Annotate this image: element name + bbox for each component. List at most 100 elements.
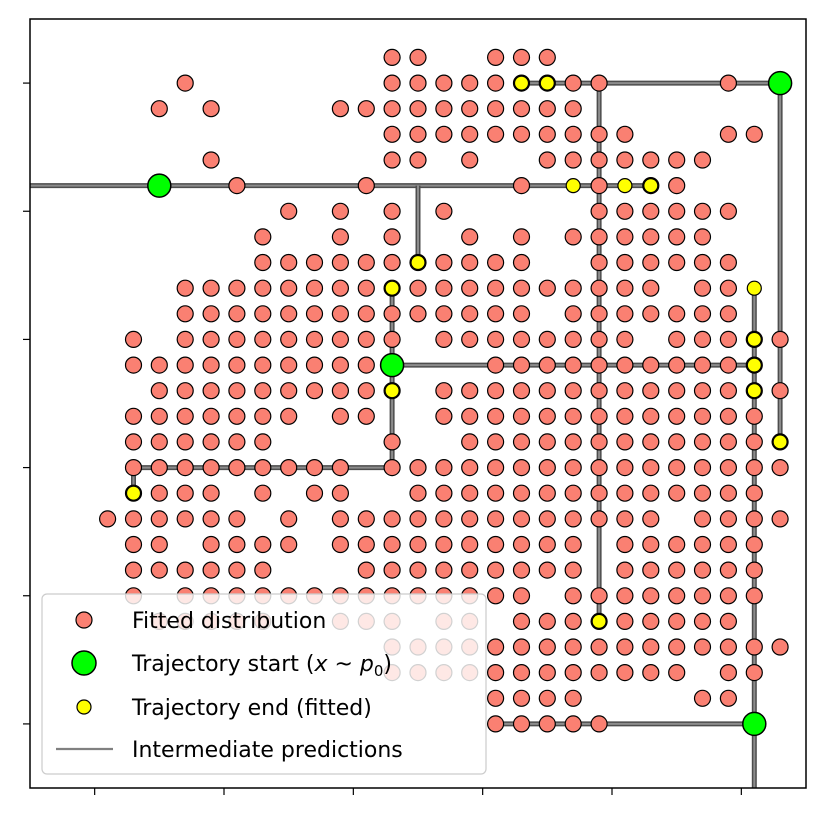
fitted-point xyxy=(435,253,453,272)
fitted-point xyxy=(719,535,738,554)
fitted-point xyxy=(487,382,505,400)
fitted-point xyxy=(512,177,531,195)
fitted-point xyxy=(228,330,246,348)
trajectory-end-point xyxy=(746,383,762,399)
fitted-point xyxy=(461,305,479,323)
fitted-point xyxy=(487,663,505,682)
fitted-point xyxy=(357,510,375,528)
fitted-point xyxy=(590,177,608,195)
fitted-point xyxy=(176,305,194,323)
fitted-point xyxy=(564,638,582,656)
fitted-point xyxy=(202,279,220,297)
fitted-point xyxy=(512,356,531,374)
fitted-point xyxy=(642,535,660,554)
fitted-point xyxy=(538,535,556,554)
trajectory-end-point xyxy=(746,331,762,347)
fitted-point xyxy=(616,125,634,143)
fitted-point xyxy=(538,638,556,656)
fitted-point xyxy=(280,279,298,297)
fitted-point xyxy=(538,279,556,297)
fitted-point xyxy=(357,561,375,579)
fitted-point xyxy=(564,356,582,374)
fitted-point xyxy=(616,202,634,220)
fitted-point xyxy=(642,663,660,682)
fitted-point xyxy=(383,74,401,92)
fitted-point xyxy=(616,253,634,272)
fitted-point xyxy=(693,151,712,169)
fitted-point xyxy=(771,510,789,528)
fitted-point xyxy=(642,638,660,656)
fitted-point xyxy=(616,612,634,631)
fitted-point xyxy=(512,459,531,477)
fitted-point xyxy=(202,305,220,323)
legend-start-marker xyxy=(71,650,97,676)
trajectory-start-point xyxy=(379,352,405,378)
fitted-point xyxy=(254,228,272,246)
fitted-point xyxy=(409,125,427,143)
fitted-point xyxy=(693,330,712,348)
fitted-point xyxy=(202,330,220,348)
fitted-point xyxy=(590,433,608,451)
fitted-point xyxy=(512,510,531,528)
fitted-point xyxy=(642,484,660,502)
fitted-point xyxy=(538,100,556,118)
fitted-point xyxy=(512,561,531,579)
fitted-point xyxy=(383,561,401,579)
fitted-point xyxy=(538,407,556,425)
fitted-point xyxy=(745,125,763,143)
fitted-point xyxy=(487,125,505,143)
fitted-point xyxy=(409,510,427,528)
fitted-point xyxy=(176,330,194,348)
fitted-point xyxy=(512,587,531,605)
fitted-point xyxy=(487,356,505,374)
fitted-point xyxy=(693,253,712,272)
fitted-point xyxy=(228,535,246,554)
legend-start-label-math: x ~ p xyxy=(313,652,373,677)
fitted-point xyxy=(487,48,505,67)
fitted-point xyxy=(202,484,220,502)
trajectory-start-point xyxy=(742,711,767,737)
trajectory-end-point xyxy=(617,178,633,194)
fitted-point xyxy=(254,253,272,272)
fitted-point xyxy=(254,330,272,348)
fitted-point xyxy=(124,535,143,554)
fitted-point xyxy=(487,510,505,528)
fitted-point xyxy=(719,125,738,143)
fitted-point xyxy=(590,305,608,323)
fitted-point xyxy=(538,484,556,502)
fitted-point xyxy=(564,484,582,502)
fitted-point xyxy=(461,510,479,528)
fitted-point xyxy=(590,151,608,169)
fitted-point xyxy=(124,433,143,451)
fitted-point xyxy=(719,407,738,425)
fitted-point xyxy=(564,561,582,579)
fitted-point xyxy=(590,125,608,143)
fitted-point xyxy=(435,305,453,323)
fitted-point xyxy=(590,407,608,425)
fitted-point xyxy=(435,330,453,348)
fitted-point xyxy=(487,407,505,425)
fitted-point xyxy=(564,305,582,323)
fitted-point xyxy=(564,330,582,348)
fitted-point xyxy=(719,356,738,374)
fitted-point xyxy=(150,459,168,477)
fitted-point xyxy=(305,305,324,323)
fitted-point xyxy=(461,407,479,425)
fitted-point xyxy=(383,100,401,118)
trajectory-end-point xyxy=(384,383,400,399)
fitted-point xyxy=(668,305,686,323)
fitted-point xyxy=(409,74,427,92)
fitted-point xyxy=(512,125,531,143)
fitted-point xyxy=(719,510,738,528)
fitted-point xyxy=(564,407,582,425)
fitted-point xyxy=(228,459,246,477)
fitted-point xyxy=(357,279,375,297)
fitted-point xyxy=(616,535,634,554)
fitted-point xyxy=(150,407,168,425)
fitted-point xyxy=(150,100,168,118)
legend-fitted-marker xyxy=(75,611,93,629)
fitted-point xyxy=(305,459,324,477)
fitted-point xyxy=(642,433,660,451)
fitted-point xyxy=(202,151,220,169)
trajectory-end-points xyxy=(125,75,788,630)
